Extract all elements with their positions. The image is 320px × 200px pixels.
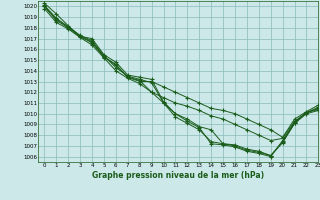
X-axis label: Graphe pression niveau de la mer (hPa): Graphe pression niveau de la mer (hPa)	[92, 171, 264, 180]
